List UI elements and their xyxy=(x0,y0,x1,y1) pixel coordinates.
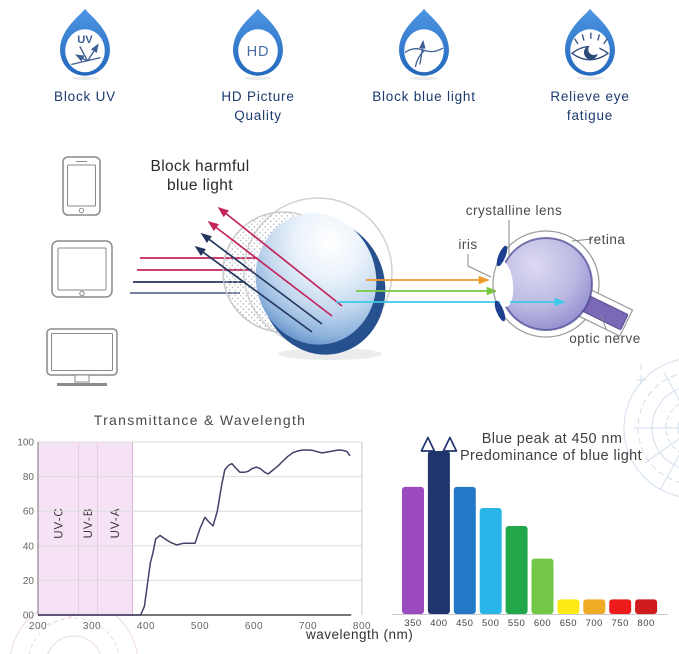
uv-band-label: UV-C xyxy=(53,507,65,538)
benefit-label: Relieve eye fatigue xyxy=(550,89,630,123)
uv-glyph-text: UV xyxy=(77,34,93,46)
tablet-icon xyxy=(51,240,113,298)
x-tick-label: 500 xyxy=(191,621,209,632)
bar xyxy=(479,508,502,614)
bar xyxy=(557,599,580,614)
bar-label: 400 xyxy=(430,618,447,629)
bar-label: 650 xyxy=(560,618,577,629)
peak-triangle xyxy=(442,436,458,452)
eye-anatomy xyxy=(492,230,634,338)
uv-band-label: UV-B xyxy=(83,508,95,539)
uv-band-label: UV-A xyxy=(110,508,122,539)
compass-watermark-blue xyxy=(623,359,679,497)
reflected-rays xyxy=(194,206,343,333)
label-connectors xyxy=(467,220,607,330)
transmittance-line xyxy=(38,449,351,616)
bar-chart-title-line2: Predominance of blue light xyxy=(459,448,643,464)
caption-line1: Block harmful xyxy=(150,158,250,175)
y-tick-label: 60 xyxy=(23,507,35,518)
caption-line2: blue light xyxy=(166,176,234,194)
x-tick-label: 200 xyxy=(29,621,47,632)
benefit-label: Block UV xyxy=(54,89,116,104)
bar xyxy=(427,451,450,614)
bar-label: 700 xyxy=(586,618,603,629)
bar xyxy=(505,525,528,614)
bar xyxy=(453,486,476,614)
diagram-caption: Block harmful blue light xyxy=(122,158,278,196)
y-tick-label: 80 xyxy=(23,472,35,483)
uv-band xyxy=(38,442,79,615)
eye-moon-icon xyxy=(565,8,615,80)
hd-icon: HD xyxy=(233,8,283,80)
iris-upper xyxy=(496,245,508,267)
benefit-block-blue-light: Block blue light xyxy=(368,6,480,107)
line-chart-title: Transmittance & Wavelength xyxy=(93,412,307,428)
bar xyxy=(531,558,554,614)
benefit-relieve-fatigue: Relieve eye fatigue xyxy=(534,6,646,126)
benefit-hd-quality: HD HD Picture Quality xyxy=(202,6,314,126)
bar xyxy=(635,599,658,614)
uv-reflection-icon: UV xyxy=(60,8,110,80)
bar xyxy=(402,486,424,614)
light-deflection-icon xyxy=(399,8,449,80)
label-optic-nerve: optic nerve xyxy=(569,331,641,346)
bar-chart-title-line1: Blue peak at 450 nm xyxy=(481,431,623,447)
hd-glyph-text: HD xyxy=(247,44,270,60)
bar-label: 600 xyxy=(534,618,551,629)
label-iris: iris xyxy=(458,237,477,252)
monitor-icon xyxy=(46,328,118,386)
label-crystalline-lens: crystalline lens xyxy=(466,203,563,218)
x-tick-label: 700 xyxy=(299,621,317,632)
y-tick-label: 100 xyxy=(17,438,34,449)
bar-label: 550 xyxy=(508,618,525,629)
x-tick-label: 400 xyxy=(137,621,155,632)
iris-lower xyxy=(494,300,506,322)
smartphone-icon xyxy=(62,156,101,216)
bar-label: 750 xyxy=(612,618,629,629)
x-tick-label: 300 xyxy=(83,621,101,632)
bar-label: 350 xyxy=(404,618,421,629)
y-tick-label: 00 xyxy=(23,611,35,622)
uv-band xyxy=(78,442,98,615)
benefit-label: Block blue light xyxy=(372,89,476,104)
bar xyxy=(583,599,606,614)
uv-band xyxy=(97,442,133,615)
crystalline-lens-shape xyxy=(494,261,514,307)
y-tick-label: 20 xyxy=(23,576,35,587)
bar xyxy=(609,599,632,614)
y-tick-label: 40 xyxy=(23,541,35,552)
bar-label: 450 xyxy=(456,618,473,629)
x-tick-label: 600 xyxy=(245,621,263,632)
wavelength-axis-label: wavelength (nm) xyxy=(306,627,414,642)
bar-label: 500 xyxy=(482,618,499,629)
peak-triangle xyxy=(420,436,436,452)
bar-label: 800 xyxy=(637,618,654,629)
label-retina: retina xyxy=(589,232,626,247)
benefit-block-uv: UV Block UV xyxy=(29,6,141,107)
benefit-label: HD Picture Quality xyxy=(221,89,295,123)
x-tick-label: 800 xyxy=(353,621,371,632)
